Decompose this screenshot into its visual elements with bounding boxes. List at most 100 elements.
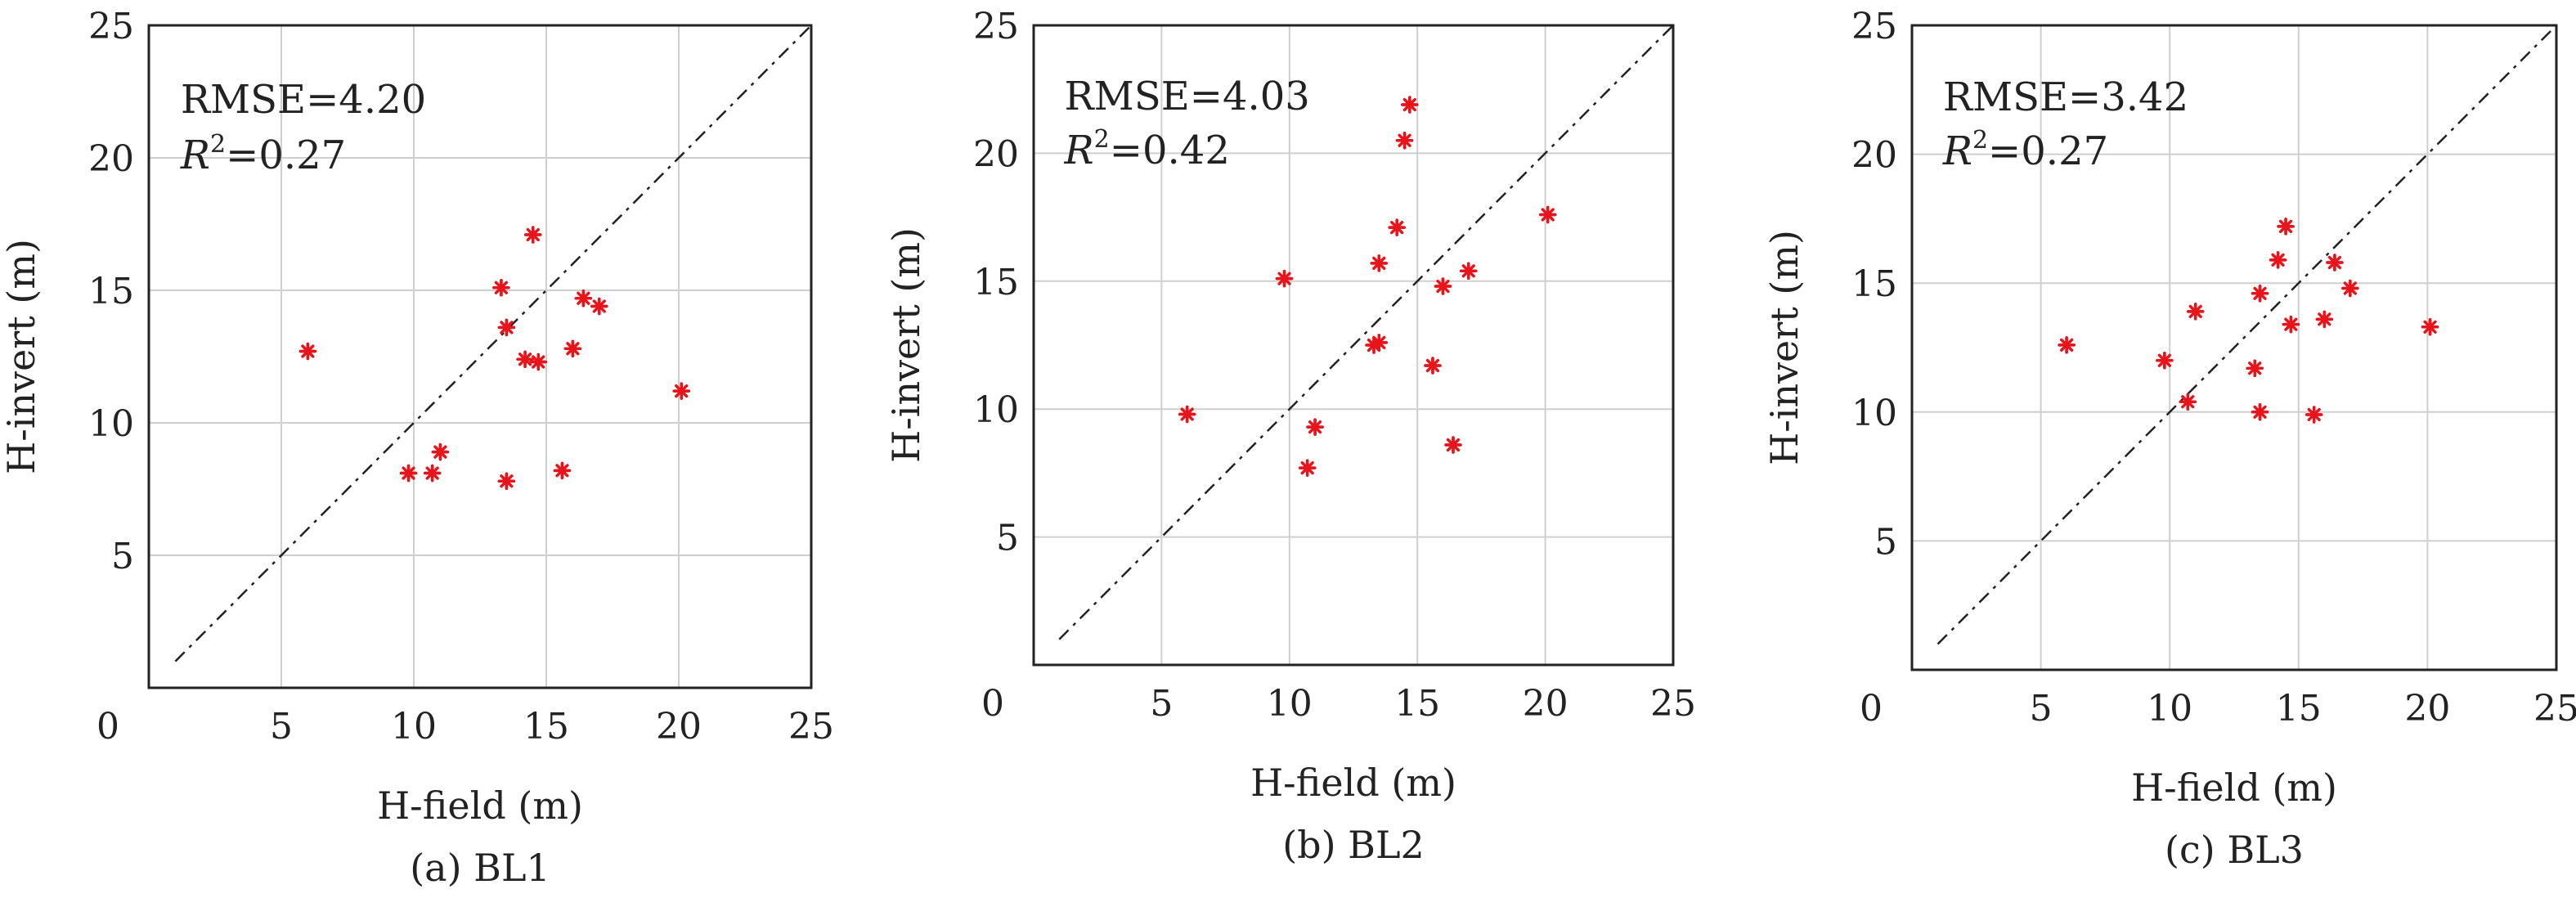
x-tick-label: 10	[1267, 683, 1313, 725]
x-tick-label: 5	[1150, 683, 1173, 725]
data-point	[497, 472, 516, 491]
data-point	[2186, 303, 2205, 321]
x-tick-label: 0	[981, 683, 1004, 725]
subfigure-caption: (c) BL3	[2165, 828, 2304, 872]
y-tick-label: 5	[996, 518, 1019, 559]
y-tick-label: 20	[88, 138, 134, 180]
data-point	[2251, 285, 2269, 303]
r-squared-text: R2=0.27	[180, 130, 346, 178]
data-point-stroke	[518, 352, 532, 366]
data-point-stroke	[2278, 219, 2293, 233]
data-point-stroke	[592, 299, 606, 313]
rmse-text: RMSE=4.20	[181, 77, 426, 123]
y-tick-label: 5	[111, 536, 134, 577]
data-point-stroke	[2423, 320, 2437, 334]
r-squared-symbol: R	[1064, 128, 1094, 173]
data-point	[2282, 315, 2300, 334]
r-squared-exponent: 2	[1972, 126, 1988, 155]
x-axis-label: H-field (m)	[377, 784, 583, 828]
data-point-stroke	[675, 384, 689, 398]
x-tick-label: 10	[2147, 688, 2192, 730]
data-point-stroke	[1277, 272, 1291, 285]
data-point	[1370, 334, 1389, 352]
y-tick-label: 15	[1851, 263, 1897, 305]
x-tick-label: 0	[96, 706, 119, 748]
rmse-text: RMSE=4.03	[1065, 74, 1310, 119]
data-point-stroke	[1436, 279, 1450, 294]
reference-line	[174, 25, 812, 662]
y-tick-label: 20	[1851, 135, 1897, 177]
data-point-stroke	[2318, 312, 2331, 326]
r-squared-exponent: 2	[1094, 125, 1110, 154]
x-tick-label: 20	[656, 706, 702, 748]
r-squared-symbol: R	[180, 132, 210, 178]
data-point-stroke	[1446, 438, 1461, 452]
chart-panel-bl2: 0 5 10 15 20 25 5 10 15 20 25 H-field (m) H-invert (…	[884, 6, 1696, 867]
data-point	[1395, 132, 1414, 150]
data-point-stroke	[433, 445, 447, 459]
y-tick-label: 15	[973, 262, 1019, 303]
data-point	[1424, 357, 1442, 375]
x-tick-label: 10	[391, 706, 437, 748]
x-tick-label: 25	[1650, 683, 1696, 725]
data-point-stroke	[577, 291, 590, 305]
data-point	[1460, 262, 1478, 281]
r-squared-symbol: R	[1942, 128, 1972, 174]
data-point	[574, 289, 593, 308]
data-point-stroke	[1398, 133, 1411, 147]
data-point-stroke	[2188, 304, 2202, 318]
data-point	[672, 382, 690, 400]
data-point	[2421, 318, 2439, 336]
x-tick-label: 20	[1523, 683, 1568, 725]
reference-line	[1058, 25, 1674, 640]
data-point-stroke	[1390, 220, 1404, 235]
data-point-stroke	[2327, 255, 2342, 270]
data-point	[1275, 269, 1294, 288]
data-point-stroke	[1541, 208, 1555, 222]
data-point	[524, 226, 542, 244]
r-squared-text: R2=0.42	[1064, 125, 1230, 173]
data-point-stroke	[1180, 407, 1194, 421]
data-point-stroke	[2157, 353, 2172, 367]
data-point	[1306, 418, 1324, 436]
x-axis-label: H-field (m)	[1250, 761, 1456, 805]
data-point	[2058, 336, 2076, 354]
y-tick-label: 10	[88, 403, 134, 445]
data-point	[529, 352, 548, 371]
data-point	[2341, 279, 2359, 298]
data-point	[1434, 277, 1452, 295]
data-point	[431, 442, 450, 461]
data-point	[399, 464, 418, 483]
plot-frame	[1910, 24, 2558, 671]
data-point-stroke	[2253, 405, 2267, 419]
data-point-stroke	[1300, 461, 1314, 475]
data-point	[423, 464, 442, 483]
rmse-text: RMSE=3.42	[1943, 74, 2188, 120]
data-point	[553, 461, 572, 480]
y-tick-label: 20	[973, 133, 1019, 175]
y-tick-label: 15	[88, 271, 134, 312]
x-tick-label: 25	[788, 706, 834, 748]
data-point-stroke	[1372, 335, 1386, 349]
data-point	[1370, 254, 1389, 272]
chart-panel-bl3: 0 5 10 15 20 25 5 10 15 20 25 H-field (m) H-invert (…	[1762, 6, 2576, 872]
chart-panel-bl1: 0 5 10 15 20 25 5 10 15 20 25 H-field (m) H-invert (…	[0, 6, 834, 890]
data-point	[2156, 352, 2174, 370]
data-point-stroke	[402, 466, 415, 480]
x-axis-label: H-field (m)	[2131, 766, 2337, 810]
subfigure-caption: (a) BL1	[410, 846, 550, 890]
data-point	[516, 350, 534, 368]
r-squared-value: =0.42	[1110, 128, 1230, 173]
data-point	[1388, 218, 1406, 236]
data-point	[2326, 254, 2344, 272]
plot-frame	[147, 24, 813, 689]
data-point-stroke	[2271, 253, 2285, 267]
data-point-stroke	[2343, 281, 2357, 295]
data-point-stroke	[2181, 395, 2195, 409]
data-point-stroke	[500, 474, 514, 488]
y-tick-label: 5	[1874, 521, 1897, 563]
data-point-stroke	[566, 342, 580, 356]
data-point-stroke	[526, 227, 540, 242]
y-tick-label: 25	[1851, 6, 1897, 47]
